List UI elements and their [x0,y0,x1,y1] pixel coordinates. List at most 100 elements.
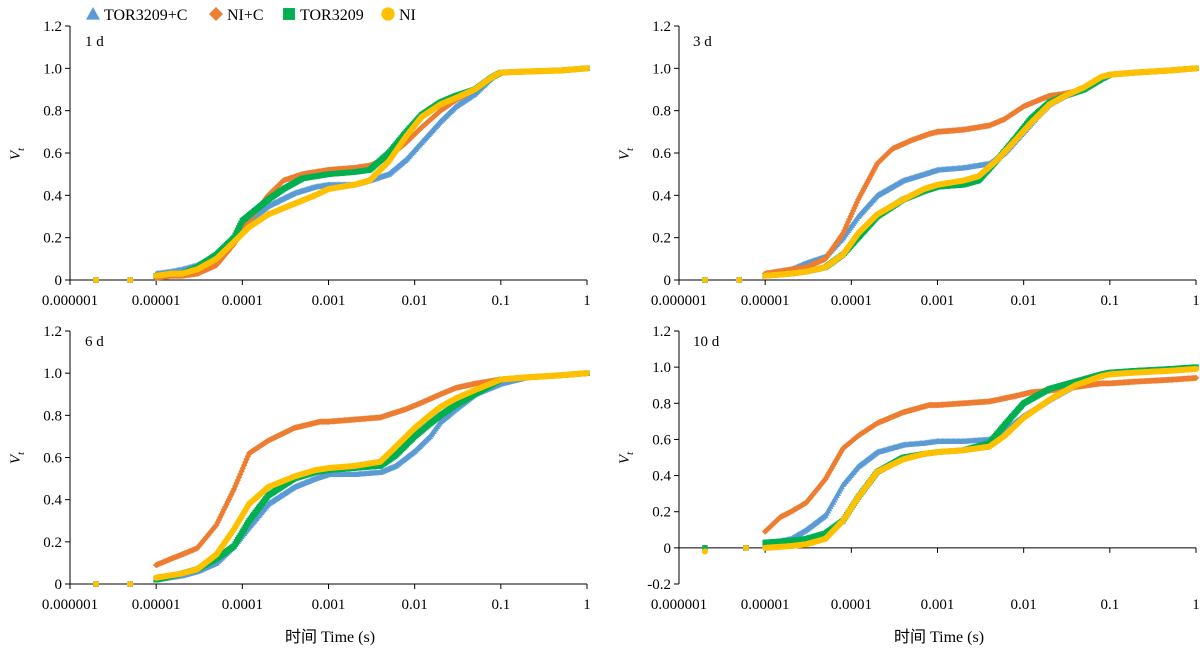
x-tick-label: 0.1 [491,293,510,309]
y-tick-label: 0.8 [652,104,671,120]
panel-label: 1 d [85,34,104,50]
data-point [92,580,99,588]
x-tick-label: 0.0001 [222,597,263,613]
y-tick-label: 1.2 [43,324,62,340]
y-tick-label: 0.6 [43,451,62,467]
legend-item: NI+C [209,7,264,24]
chart-panels: 0 0.2 0.4 0.6 0.8 1.0 1.2 0.000001 0.00001 0.0001… [8,19,1200,613]
y-tick-label: 0.4 [43,188,62,204]
x-tick-label: 0.0001 [222,293,263,309]
y-tick-label: 1.0 [43,366,62,382]
y-tick-label: 0.2 [652,505,671,521]
series-ni [701,65,1200,284]
data-point [736,276,743,284]
legend: TOR3209+C NI+C TOR3209 NI [86,7,416,24]
x-tick-label: 0.001 [921,293,955,309]
legend-item: NI [381,7,416,24]
x-tick-label: 0.00001 [741,597,790,613]
series-tor3209-c [701,65,1200,283]
y-tick-label: 0 [55,577,63,593]
legend-item: TOR3209 [283,7,364,24]
x-tick-label: 0.001 [921,597,955,613]
panel-1d: 00.20.40.60.81.01.20.000001 0.00001 0.0001… [8,19,591,309]
panel-6d: 00.20.40.60.81.01.20.000001 0.00001 0.0001… [8,324,591,613]
data-point [852,202,859,209]
x-tick-label: 0.0001 [831,293,872,309]
data-point [833,456,840,463]
x-tick-label: 1 [1192,597,1200,613]
y-tick-label: 0.4 [43,493,62,509]
legend-marker-circle [381,7,395,21]
x-tick-label: 1 [1192,293,1200,309]
y-tick-label: 1.2 [652,324,671,340]
data-point [848,210,856,217]
data-point [838,447,845,454]
y-tick-label: 1.0 [652,61,671,77]
y-tick-label: -0.2 [647,577,671,593]
y-tick-label: 0.2 [652,231,671,247]
data-point [869,169,876,176]
data-point [701,276,708,284]
series-ni-c [92,369,591,588]
x-tick-label: 0.01 [1011,597,1037,613]
data-point [1192,65,1200,72]
legend-marker-square [283,8,295,20]
x-tick-label: 0.1 [491,597,510,613]
y-tick-label: 1.2 [652,19,671,35]
data-point [214,519,221,526]
y-tick-label: 0.4 [652,469,671,485]
data-point [847,213,854,220]
x-tick-label: 0.00001 [741,293,790,309]
data-point [872,162,880,170]
legend-label: TOR3209 [300,7,364,24]
series-tor3209-c [92,369,591,587]
panel-label: 6 d [85,334,104,350]
data-point [240,462,248,469]
data-point [857,191,864,199]
x-tick-label: 0.000001 [651,293,707,309]
data-point [837,449,844,457]
data-point [863,180,870,188]
panel-10d: -0.200.20.40.60.81.01.20.000001 0.00001 0.… [617,324,1200,613]
y-axis-title: Vt [8,451,27,464]
legend-label: NI+C [227,7,264,24]
data-point [216,514,224,521]
series-ni-c [701,65,1200,284]
y-tick-label: 1.0 [652,360,671,376]
y-axis-title: Vt [617,147,636,160]
y-tick-label: 0 [664,273,672,289]
x-tick-label: 1 [583,597,591,613]
x-tick-label: 0.001 [312,293,346,309]
data-point [227,493,234,501]
x-tick-label: 0.0001 [831,597,872,613]
y-tick-label: 0.2 [43,535,62,551]
x-tick-label: 0.001 [312,597,346,613]
x-tick-label: 0.000001 [42,597,98,613]
data-point [583,370,591,377]
data-point [859,187,867,194]
y-tick-label: 0.6 [652,146,671,162]
legend-label: TOR3209+C [104,7,187,24]
data-point [221,503,229,511]
panel-label: 3 d [693,34,712,50]
data-point [862,182,869,190]
series-tor3209 [93,65,590,283]
legend-marker-diamond [209,7,223,21]
data-point [866,173,874,181]
series-tor3209 [93,370,590,587]
series-ni [92,370,591,588]
y-tick-label: 0.6 [652,432,671,448]
x-tick-label: 0.01 [1011,293,1037,309]
series-ni [92,65,591,284]
data-point [842,224,849,231]
legend-label: NI [399,7,416,24]
x-tick-label: 1 [583,293,591,309]
y-tick-label: 0.4 [652,188,671,204]
y-tick-label: 0.6 [43,146,62,162]
data-point [237,470,244,478]
x-tick-label: 0.01 [402,293,428,309]
data-point [127,276,134,284]
data-point [851,204,858,212]
data-point [841,227,848,234]
